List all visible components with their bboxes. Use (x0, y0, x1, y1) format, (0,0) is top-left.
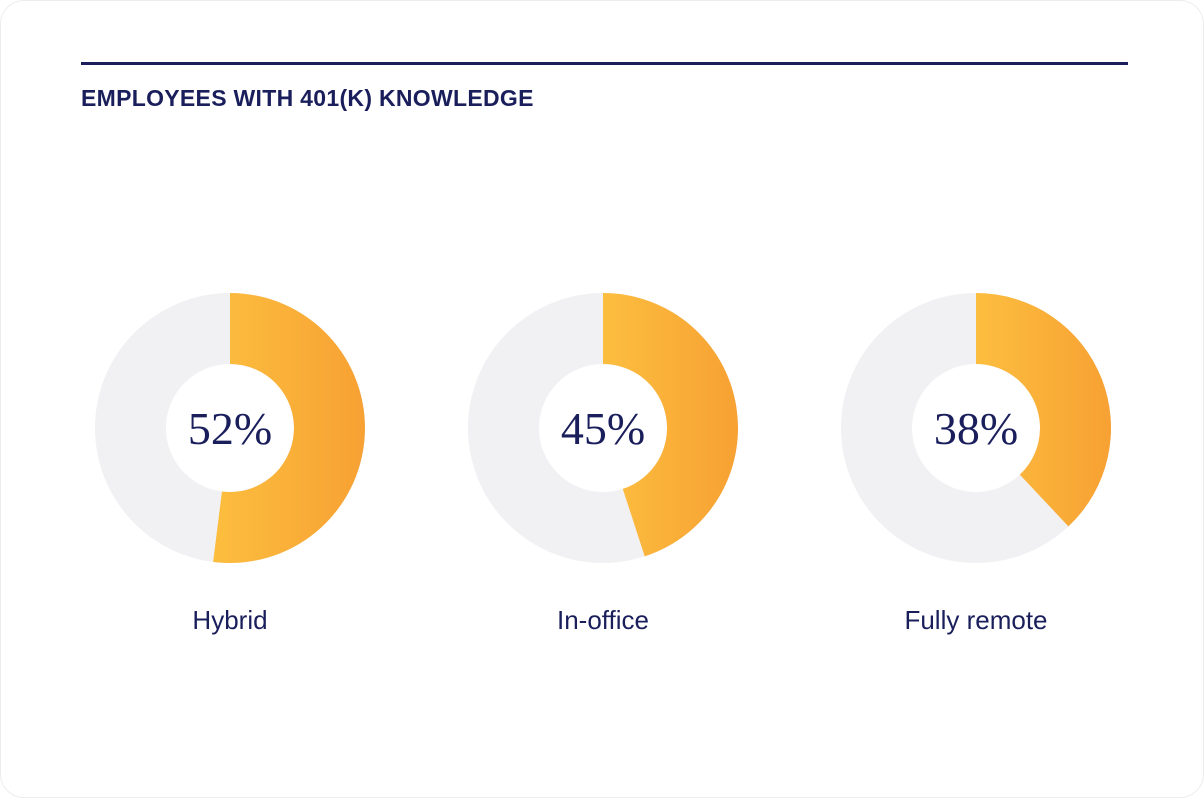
donut-svg (841, 293, 1111, 563)
donut-segment (976, 293, 1111, 527)
donut-label-hybrid: Hybrid (192, 605, 268, 635)
donut-wrap: 52% (95, 293, 365, 563)
donut-segment (603, 293, 738, 557)
donut-label-fully-remote: Fully remote (904, 605, 1048, 635)
chart-title: EMPLOYEES WITH 401(K) KNOWLEDGE (81, 85, 534, 111)
donut-chart-fully-remote: 38% Fully remote (841, 293, 1111, 636)
donut-segment (213, 293, 365, 563)
donut-charts-row: 52% Hybrid 45% In-office 38% Fully remot… (95, 293, 1203, 636)
donut-svg (468, 293, 738, 563)
donut-chart-hybrid: 52% Hybrid (95, 293, 365, 636)
donut-wrap: 45% (468, 293, 738, 563)
donut-ring-fully-remote (841, 293, 1111, 563)
donut-ring-in-office (468, 293, 738, 563)
donut-svg (95, 293, 365, 563)
donut-chart-in-office: 45% In-office (468, 293, 738, 636)
donut-wrap: 38% (841, 293, 1111, 563)
donut-ring-hybrid (95, 293, 365, 563)
title-rule (81, 62, 1128, 65)
donut-label-in-office: In-office (556, 605, 649, 635)
